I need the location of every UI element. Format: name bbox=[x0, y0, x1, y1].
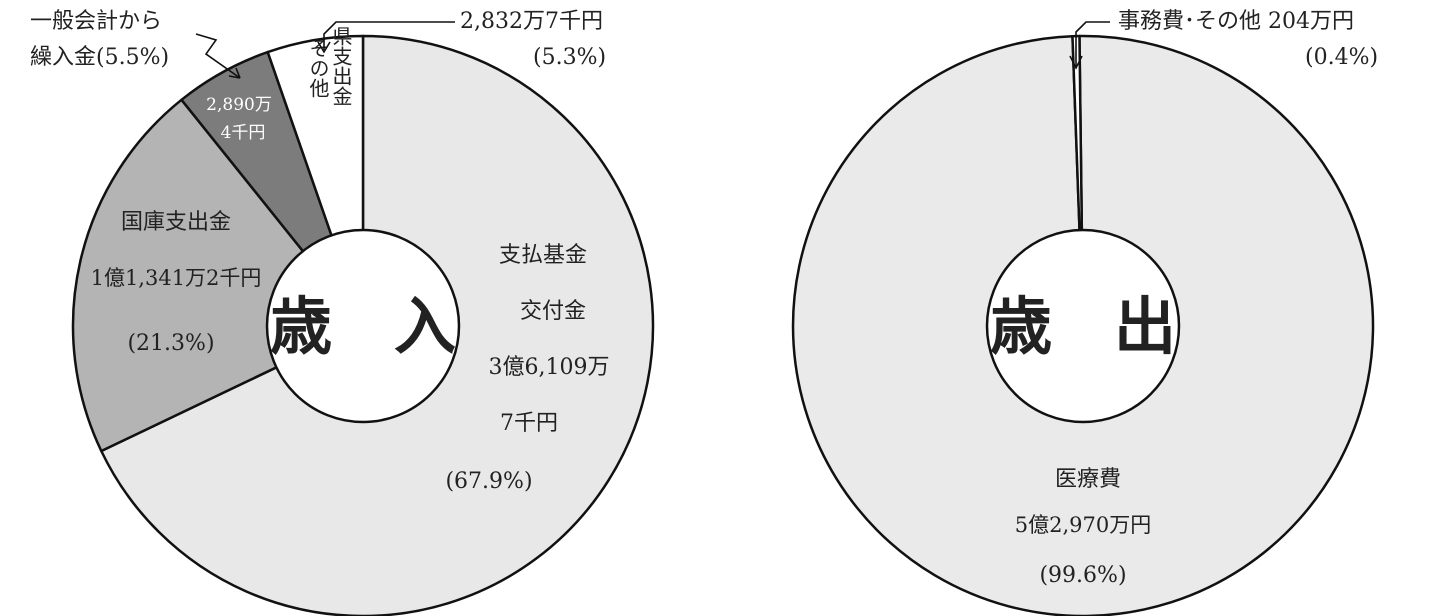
slice-label-line: 4千円 bbox=[221, 123, 266, 143]
slice-label-line: 3億6,109万 bbox=[489, 355, 610, 380]
revenue-pie-chart: 歳 入 支払基金 交付金 3億6,109万 7千円 (67.9%) 国庫支出金 … bbox=[30, 9, 655, 616]
slice-label-line: (99.6%) bbox=[1039, 563, 1126, 588]
callout-leader-line bbox=[323, 21, 455, 50]
slice-label-line: (21.3%) bbox=[127, 331, 214, 356]
expenditure-pie-chart: 歳 出 医療費 5億2,970万円 (99.6%) 事務費･その他 204万円 … bbox=[791, 9, 1378, 616]
callout-line: 一般会計から bbox=[30, 9, 162, 34]
callout-line: (5.3%) bbox=[533, 45, 606, 70]
slice-label-general-account: 2,890万 4千円 bbox=[206, 95, 272, 143]
expenditure-center-hole bbox=[985, 228, 1181, 424]
slice-label-line: (67.9%) bbox=[445, 469, 532, 494]
revenue-center-title: 歳 入 bbox=[270, 290, 456, 363]
slice-label-line: 交付金 bbox=[520, 299, 586, 324]
slice-label-prefecture-other: 県支出金 その他 bbox=[306, 26, 353, 106]
callout-general-account: 一般会計から 繰入金(5.5%) bbox=[30, 9, 241, 79]
callout-line: 繰入金(5.5%) bbox=[30, 45, 169, 70]
slice-label-payment-fund: 支払基金 交付金 3億6,109万 7千円 (67.9%) bbox=[445, 243, 609, 494]
slice-label-national-treasury: 国庫支出金 1億1,341万2千円 (21.3%) bbox=[91, 210, 262, 356]
expenditure-center-title: 歳 出 bbox=[990, 290, 1176, 363]
revenue-center-hole bbox=[265, 228, 461, 424]
callout-arrowhead bbox=[1069, 55, 1083, 70]
slice-label-line: 5億2,970万円 bbox=[1015, 513, 1151, 537]
slice-label-line: 医療費 bbox=[1055, 467, 1121, 492]
slice-label-line: 支払基金 bbox=[499, 243, 587, 268]
callout-admin-other: 事務費･その他 204万円 (0.4%) bbox=[1069, 9, 1378, 70]
slice-label-line: 7千円 bbox=[500, 411, 558, 436]
slice-label-line: 2,890万 bbox=[206, 95, 272, 115]
vertical-label-prefecture: 県支出金 bbox=[329, 26, 353, 106]
slice-label-line: 国庫支出金 bbox=[121, 210, 231, 235]
callout-leader-line bbox=[195, 33, 241, 79]
callout-leader-line bbox=[1075, 21, 1110, 66]
callout-line: 2,832万7千円 bbox=[460, 9, 603, 34]
callout-prefecture-other: 2,832万7千円 (5.3%) bbox=[317, 9, 606, 70]
pie-slice-0-1 bbox=[71, 98, 365, 453]
callout-line: 事務費･その他 204万円 bbox=[1118, 9, 1354, 34]
callout-arrowhead bbox=[317, 41, 331, 54]
callout-arrowhead bbox=[228, 67, 241, 79]
callout-line: (0.4%) bbox=[1305, 45, 1378, 70]
slice-label-line: 1億1,341万2千円 bbox=[91, 266, 262, 290]
slice-label-medical-expenses: 医療費 5億2,970万円 (99.6%) bbox=[1015, 467, 1151, 588]
